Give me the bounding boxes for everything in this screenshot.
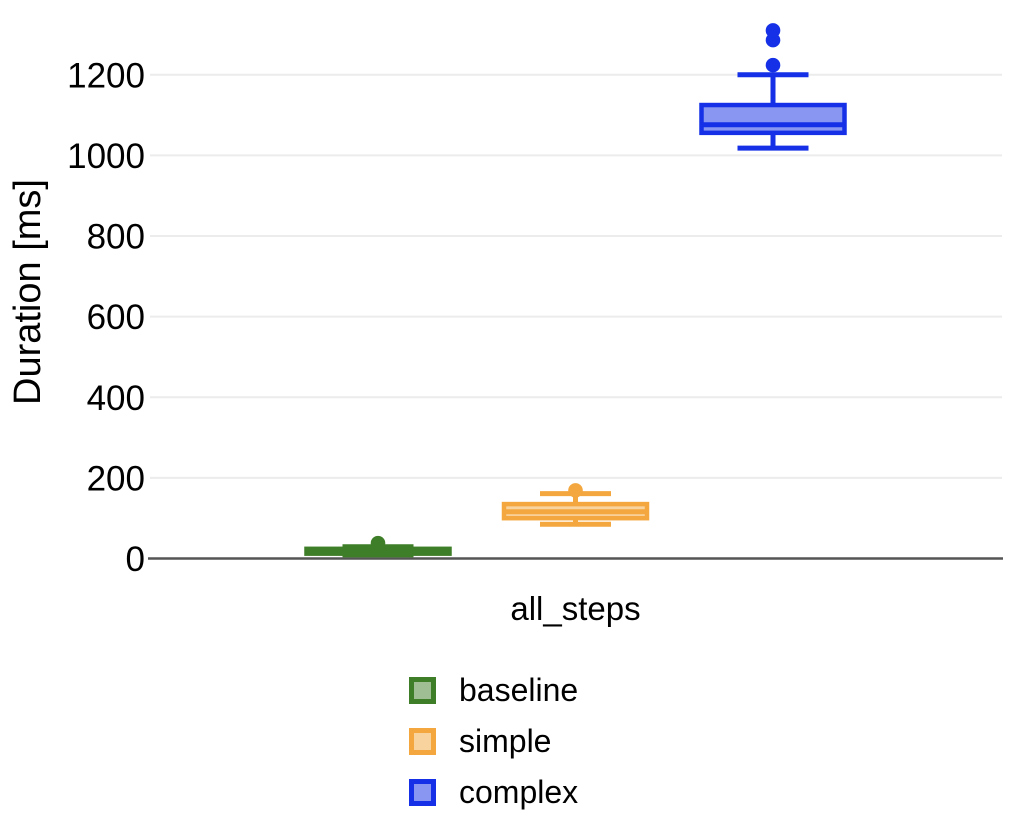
y-tick-label: 0 (126, 540, 145, 579)
outlier-point (765, 23, 781, 38)
legend-item-complex[interactable]: complex (409, 774, 579, 810)
iqr-box (699, 102, 847, 136)
gridlines (150, 73, 1002, 479)
y-tick-label: 1200 (67, 56, 145, 95)
boxplot-baseline (304, 535, 452, 558)
outlier-point (370, 535, 386, 551)
legend-swatch-simple (409, 727, 436, 755)
legend-item-baseline[interactable]: baseline (409, 672, 579, 708)
y-tick-label: 400 (87, 379, 145, 418)
outlier-point (765, 57, 781, 73)
boxplot-complex (699, 23, 847, 151)
y-tick-label: 600 (87, 298, 145, 337)
legend-label-complex: complex (459, 774, 579, 810)
y-tick-label: 800 (87, 218, 145, 257)
legend-label-baseline: baseline (459, 672, 579, 708)
y-axis-tick-labels: 0 200 400 600 800 1000 1200 (67, 56, 145, 579)
legend-swatch-complex (409, 778, 436, 806)
legend-item-simple[interactable]: simple (409, 723, 578, 759)
outlier-point (568, 483, 583, 498)
legend: baseline simple complex (409, 672, 579, 810)
y-tick-label: 1000 (67, 137, 145, 176)
legend-swatch-baseline (409, 676, 436, 704)
boxplot-simple (501, 483, 650, 527)
legend-label-simple: simple (459, 723, 552, 759)
box-plots (304, 23, 847, 558)
y-axis-title: Duration [ms] (7, 179, 49, 405)
y-tick-label: 200 (87, 459, 145, 498)
x-category-label: all_steps (510, 590, 640, 627)
